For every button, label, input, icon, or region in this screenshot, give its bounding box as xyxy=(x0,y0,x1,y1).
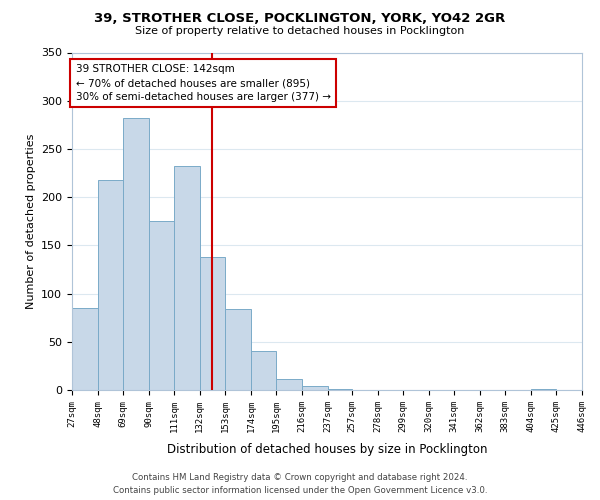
Bar xyxy=(277,380,302,390)
Bar xyxy=(200,257,226,390)
Bar xyxy=(72,308,98,390)
Bar xyxy=(251,352,277,390)
Text: Size of property relative to detached houses in Pocklington: Size of property relative to detached ho… xyxy=(136,26,464,36)
X-axis label: Distribution of detached houses by size in Pocklington: Distribution of detached houses by size … xyxy=(167,443,487,456)
Bar xyxy=(98,180,123,390)
Bar xyxy=(328,389,352,390)
Bar xyxy=(174,166,200,390)
Bar xyxy=(226,309,251,390)
Text: 39 STROTHER CLOSE: 142sqm
← 70% of detached houses are smaller (895)
30% of semi: 39 STROTHER CLOSE: 142sqm ← 70% of detac… xyxy=(76,64,331,102)
Bar xyxy=(531,389,556,390)
Bar xyxy=(302,386,328,390)
Y-axis label: Number of detached properties: Number of detached properties xyxy=(26,134,35,309)
Bar xyxy=(149,221,174,390)
Bar xyxy=(123,118,149,390)
Text: Contains HM Land Registry data © Crown copyright and database right 2024.
Contai: Contains HM Land Registry data © Crown c… xyxy=(113,473,487,495)
Text: 39, STROTHER CLOSE, POCKLINGTON, YORK, YO42 2GR: 39, STROTHER CLOSE, POCKLINGTON, YORK, Y… xyxy=(94,12,506,26)
